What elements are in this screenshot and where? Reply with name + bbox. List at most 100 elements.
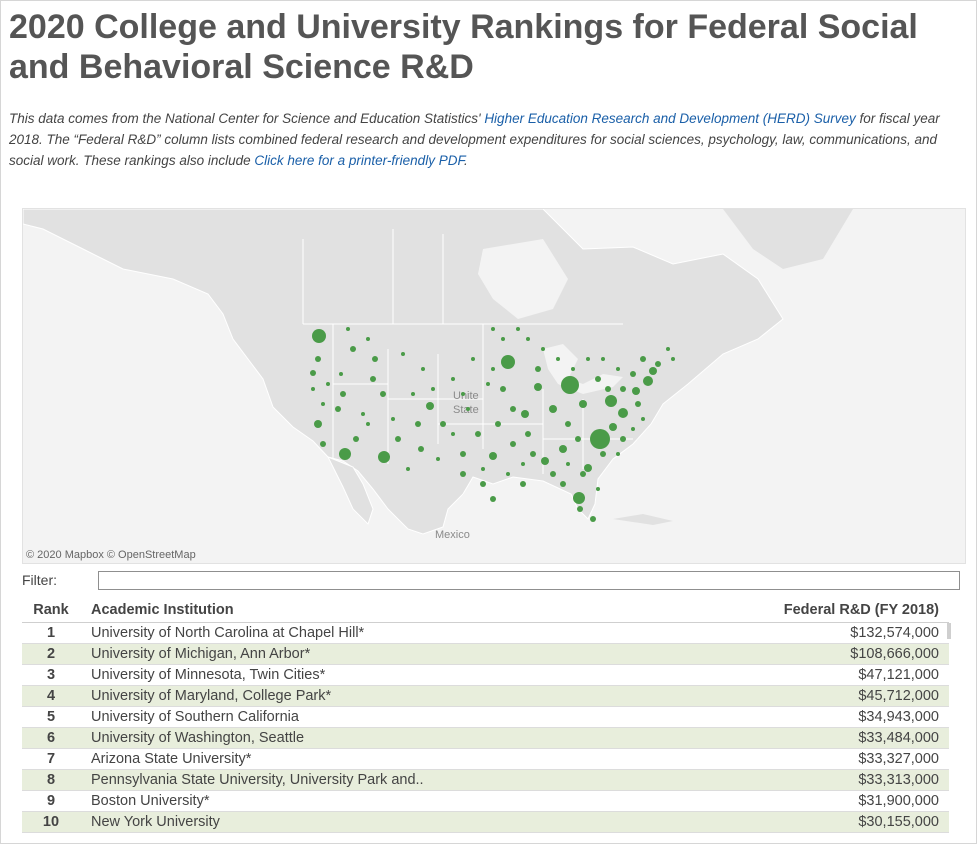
institution-marker[interactable] (541, 457, 549, 465)
institution-marker[interactable] (666, 347, 670, 351)
institution-marker[interactable] (451, 432, 455, 436)
institution-marker[interactable] (321, 402, 325, 406)
institution-marker[interactable] (491, 327, 495, 331)
institution-marker[interactable] (580, 471, 586, 477)
institution-marker[interactable] (489, 452, 497, 460)
institution-marker[interactable] (630, 371, 636, 377)
institution-marker[interactable] (312, 329, 326, 343)
institution-marker[interactable] (530, 451, 536, 457)
institution-marker[interactable] (541, 347, 545, 351)
table-row[interactable]: 7 Arizona State University* $33,327,000 (22, 748, 949, 770)
institution-marker[interactable] (640, 356, 646, 362)
institution-marker[interactable] (671, 357, 675, 361)
table-row[interactable]: 3 University of Minnesota, Twin Cities* … (22, 664, 949, 686)
institution-marker[interactable] (521, 410, 529, 418)
institution-marker[interactable] (426, 402, 434, 410)
institution-marker[interactable] (620, 386, 626, 392)
institution-marker[interactable] (370, 376, 376, 382)
table-row[interactable]: 10 New York University $30,155,000 (22, 811, 949, 833)
institution-marker[interactable] (418, 446, 424, 452)
institution-marker[interactable] (440, 421, 446, 427)
institution-marker[interactable] (649, 367, 657, 375)
institution-marker[interactable] (566, 462, 570, 466)
institution-marker[interactable] (605, 395, 617, 407)
institution-marker[interactable] (586, 357, 590, 361)
map[interactable]: Unite State Mexico © 2020 Mapbox © OpenS… (22, 208, 966, 564)
institution-marker[interactable] (579, 400, 587, 408)
institution-marker[interactable] (460, 471, 466, 477)
institution-marker[interactable] (571, 367, 575, 371)
institution-marker[interactable] (415, 421, 421, 427)
institution-marker[interactable] (596, 487, 600, 491)
institution-marker[interactable] (466, 407, 470, 411)
institution-marker[interactable] (535, 366, 541, 372)
table-row[interactable]: 6 University of Washington, Seattle $33,… (22, 727, 949, 749)
table-row[interactable]: 4 University of Maryland, College Park* … (22, 685, 949, 707)
header-institution[interactable]: Academic Institution (80, 598, 699, 623)
institution-marker[interactable] (510, 406, 516, 412)
institution-marker[interactable] (411, 392, 415, 396)
printer-friendly-pdf-link[interactable]: Click here for a printer-friendly PDF (254, 153, 464, 168)
institution-marker[interactable] (461, 392, 465, 396)
institution-marker[interactable] (521, 462, 525, 466)
filter-input[interactable] (98, 571, 960, 590)
institution-marker[interactable] (350, 346, 356, 352)
institution-markers[interactable] (310, 327, 675, 522)
institution-marker[interactable] (315, 356, 321, 362)
institution-marker[interactable] (590, 429, 610, 449)
institution-marker[interactable] (380, 391, 386, 397)
institution-marker[interactable] (320, 441, 326, 447)
institution-marker[interactable] (401, 352, 405, 356)
institution-marker[interactable] (609, 423, 617, 431)
institution-marker[interactable] (526, 337, 530, 341)
institution-marker[interactable] (595, 376, 601, 382)
institution-marker[interactable] (481, 467, 485, 471)
institution-marker[interactable] (335, 406, 341, 412)
institution-marker[interactable] (395, 436, 401, 442)
institution-marker[interactable] (436, 457, 440, 461)
institution-marker[interactable] (361, 412, 365, 416)
institution-marker[interactable] (643, 376, 653, 386)
institution-marker[interactable] (346, 327, 350, 331)
institution-marker[interactable] (460, 451, 466, 457)
institution-marker[interactable] (620, 436, 626, 442)
table-row[interactable]: 8 Pennsylvania State University, Univers… (22, 769, 949, 791)
table-row[interactable]: 2 University of Michigan, Ann Arbor* $10… (22, 643, 949, 665)
institution-marker[interactable] (480, 481, 486, 487)
institution-marker[interactable] (311, 387, 315, 391)
institution-marker[interactable] (501, 355, 515, 369)
institution-marker[interactable] (475, 431, 481, 437)
institution-marker[interactable] (495, 421, 501, 427)
table-row[interactable]: 1 University of North Carolina at Chapel… (22, 622, 949, 644)
institution-marker[interactable] (491, 367, 495, 371)
institution-marker[interactable] (550, 471, 556, 477)
institution-marker[interactable] (451, 377, 455, 381)
institution-marker[interactable] (635, 401, 641, 407)
institution-marker[interactable] (631, 427, 635, 431)
institution-marker[interactable] (520, 481, 526, 487)
institution-marker[interactable] (326, 382, 330, 386)
institution-marker[interactable] (353, 436, 359, 442)
map-attribution[interactable]: © 2020 Mapbox © OpenStreetMap (26, 549, 196, 561)
institution-marker[interactable] (372, 356, 378, 362)
institution-marker[interactable] (310, 370, 316, 376)
institution-marker[interactable] (584, 464, 592, 472)
institution-marker[interactable] (561, 376, 579, 394)
institution-marker[interactable] (406, 467, 410, 471)
institution-marker[interactable] (632, 387, 640, 395)
institution-marker[interactable] (421, 367, 425, 371)
institution-marker[interactable] (500, 386, 506, 392)
institution-marker[interactable] (366, 337, 370, 341)
institution-marker[interactable] (534, 383, 542, 391)
table-scrollbar[interactable] (947, 623, 951, 639)
institution-marker[interactable] (378, 451, 390, 463)
institution-marker[interactable] (516, 327, 520, 331)
institution-marker[interactable] (616, 452, 620, 456)
institution-marker[interactable] (339, 448, 351, 460)
institution-marker[interactable] (575, 436, 581, 442)
institution-marker[interactable] (577, 506, 583, 512)
institution-marker[interactable] (601, 357, 605, 361)
institution-marker[interactable] (556, 357, 560, 361)
institution-marker[interactable] (471, 357, 475, 361)
herd-survey-link[interactable]: Higher Education Research and Developmen… (484, 111, 856, 126)
